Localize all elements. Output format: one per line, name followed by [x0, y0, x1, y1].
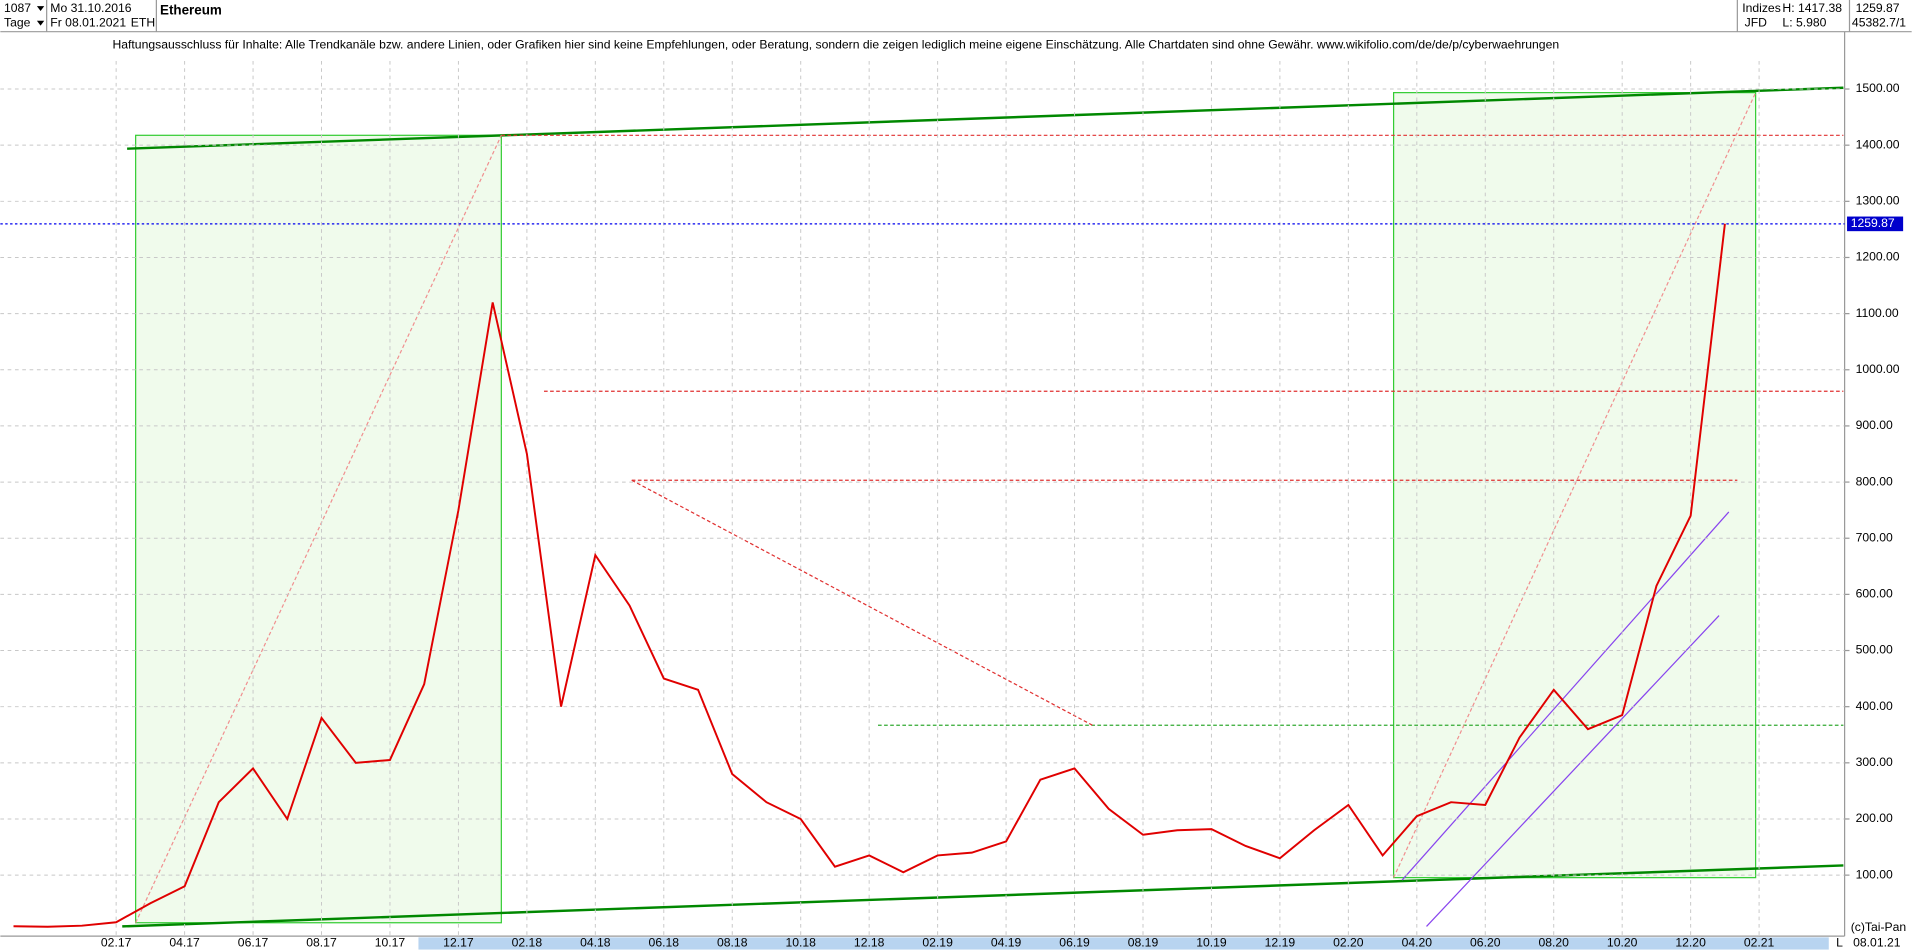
- bar-count[interactable]: 1087: [4, 1, 31, 15]
- period[interactable]: Tage: [4, 15, 31, 29]
- x-tick-label: 08.19: [1128, 936, 1159, 950]
- x-tick-label: 04.19: [991, 936, 1022, 950]
- x-tick-label: 06.19: [1059, 936, 1090, 950]
- price-line: [13, 223, 1726, 928]
- level-line: [1393, 92, 1757, 878]
- low: L: 5.980: [1782, 15, 1826, 29]
- volume: 45382.7/1: [1852, 15, 1906, 29]
- y-tick-label: 300.00: [1856, 755, 1893, 769]
- y-tick-label: 100.00: [1856, 867, 1893, 881]
- y-tick-label: 700.00: [1856, 530, 1893, 544]
- x-tick-label: 02.19: [922, 936, 953, 950]
- x-tick-label: 12.17: [443, 936, 474, 950]
- close: 1259.87: [1856, 1, 1900, 15]
- x-tick-label: 04.17: [169, 936, 200, 950]
- level-line: [135, 135, 502, 924]
- chart-layer: 100.00 200.00 300.00 400.00 500.00 600.00 700.…: [0, 60, 1904, 950]
- x-tick-label: 02.20: [1333, 936, 1364, 950]
- trend-line: [127, 86, 1844, 150]
- current-price-box: [1847, 216, 1904, 232]
- start-date: Mo 31.10.2016: [50, 1, 131, 15]
- end-date: Fr 08.01.2021: [50, 15, 126, 29]
- y-tick-label: 1100.00: [1856, 306, 1899, 320]
- footer-date: 08.01.21: [1853, 936, 1901, 950]
- y-tick-label: 1300.00: [1856, 194, 1900, 208]
- x-tick-label: 10.17: [375, 936, 406, 950]
- x-tick-label: 02.18: [512, 936, 543, 950]
- dropdown-arrows: [36, 6, 45, 26]
- x-tick-label: 02.21: [1744, 936, 1775, 950]
- y-tick-label: 1500.00: [1856, 81, 1900, 95]
- x-tick-label: 08.17: [306, 936, 337, 950]
- x-tick-label: 10.18: [785, 936, 816, 950]
- copyright: (c)Tai-Pan: [1851, 920, 1906, 934]
- x-tick-label: 04.20: [1402, 936, 1433, 950]
- symbol: ETH: [131, 15, 155, 29]
- y-tick-label: 1400.00: [1856, 137, 1900, 151]
- x-tick-label: 06.17: [238, 936, 269, 950]
- y-tick-label: 1200.00: [1856, 250, 1900, 264]
- x-tick-label: 04.18: [580, 936, 611, 950]
- y-tick-label: 500.00: [1856, 643, 1893, 657]
- x-tick-label: 10.19: [1196, 936, 1227, 950]
- current-price-label: 1259.87: [1851, 216, 1895, 230]
- trend-line: [122, 864, 1844, 928]
- broker: JFD: [1745, 15, 1768, 29]
- scroll-range[interactable]: [418, 937, 1829, 950]
- high: H: 1417.38: [1782, 1, 1842, 15]
- x-tick-label: 02.17: [101, 936, 132, 950]
- level-line: [631, 479, 1093, 726]
- y-tick-label: 600.00: [1856, 587, 1893, 601]
- y-tick-label: 900.00: [1856, 418, 1893, 432]
- x-tick-label: 12.20: [1675, 936, 1706, 950]
- channel-line: [1426, 615, 1720, 927]
- y-tick-label: 400.00: [1856, 699, 1893, 713]
- x-tick-label: 08.18: [717, 936, 748, 950]
- x-tick-label: 06.18: [649, 936, 680, 950]
- exchange-group: Indizes: [1742, 1, 1781, 15]
- trend-lines: [122, 86, 1844, 928]
- y-tick-label: 800.00: [1856, 474, 1893, 488]
- disclaimer: Haftungsausschluss für Inhalte: Alle Tre…: [112, 37, 1559, 51]
- chart-title: Ethereum: [160, 3, 222, 18]
- x-tick-label: 12.18: [854, 936, 885, 950]
- x-tick-label: 10.20: [1607, 936, 1638, 950]
- y-tick-label: 200.00: [1856, 811, 1893, 825]
- x-tick-label: 08.20: [1538, 936, 1569, 950]
- x-tick-label: 12.19: [1265, 936, 1296, 950]
- x-tick-label: 06.20: [1470, 936, 1501, 950]
- scale-mode[interactable]: L: [1836, 936, 1843, 950]
- y-tick-label: 1000.00: [1856, 362, 1900, 376]
